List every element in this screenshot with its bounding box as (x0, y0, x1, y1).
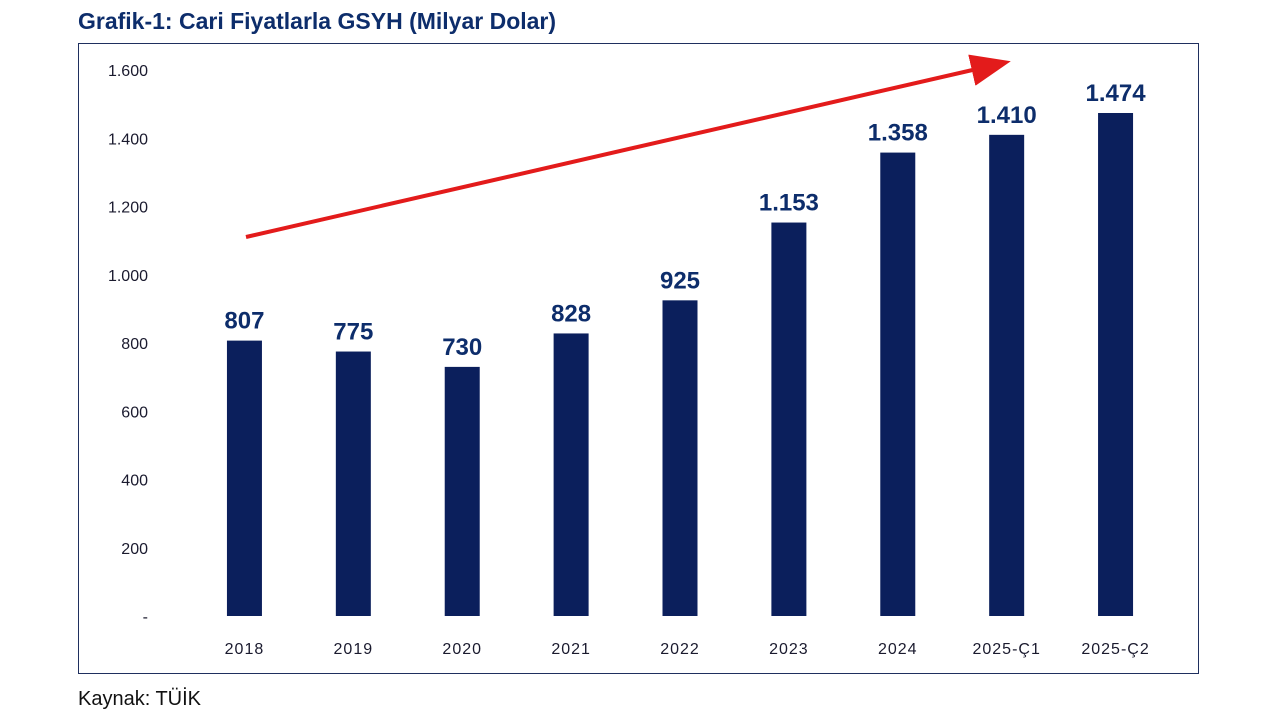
bar (662, 300, 698, 616)
bar (444, 366, 480, 616)
data-label: 1.474 (1086, 80, 1147, 107)
y-tick-label: 800 (121, 336, 148, 353)
x-tick-label: 2024 (878, 641, 918, 658)
source-note: Kaynak: TÜİK (78, 688, 202, 710)
y-axis: - 200 400 600 800 1.000 1.200 1.400 1.600 (108, 63, 148, 626)
x-tick-label: 2025-Ç1 (972, 641, 1040, 658)
data-label: 925 (660, 267, 700, 294)
y-tick-label: - (143, 609, 148, 626)
data-label: 1.358 (868, 120, 928, 147)
x-tick-label: 2020 (442, 641, 482, 658)
data-label: 1.153 (759, 190, 819, 217)
bar (335, 351, 371, 616)
data-label: 807 (224, 308, 264, 335)
data-label: 775 (333, 319, 373, 346)
chart-frame (78, 43, 1199, 674)
y-tick-label: 1.200 (108, 200, 148, 217)
bar (880, 152, 916, 616)
data-label: 1.410 (977, 102, 1037, 129)
bar (771, 222, 807, 616)
x-tick-label: 2023 (769, 641, 809, 658)
y-tick-label: 1.600 (108, 63, 148, 80)
bar (989, 134, 1025, 616)
trend-arrow (245, 54, 1011, 239)
y-tick-label: 200 (121, 541, 148, 558)
bars (226, 112, 1134, 616)
x-tick-label: 2021 (551, 641, 591, 658)
chart-title: Grafik-1: Cari Fiyatlarla GSYH (Milyar D… (78, 8, 557, 34)
data-label: 828 (551, 300, 591, 327)
x-tick-label: 2019 (334, 641, 374, 658)
x-tick-label: 2022 (660, 641, 700, 658)
data-label: 730 (442, 334, 482, 361)
x-tick-label: 2025-Ç2 (1081, 641, 1149, 658)
y-tick-label: 600 (121, 404, 148, 421)
y-tick-label: 1.400 (108, 131, 148, 148)
x-axis: 2018 2019 2020 2021 2022 2023 2024 2025-Ç1 2025-… (225, 641, 1149, 658)
x-tick-label: 2018 (225, 641, 265, 658)
bar (1098, 112, 1134, 616)
data-labels: 807 775 730 828 925 1.153 1.358 1.410 1.474 (224, 80, 1146, 361)
bar (226, 340, 262, 616)
trend-arrow-line (245, 54, 1011, 239)
y-tick-label: 1.000 (108, 268, 148, 285)
bar (553, 333, 589, 616)
y-tick-label: 400 (121, 473, 148, 490)
